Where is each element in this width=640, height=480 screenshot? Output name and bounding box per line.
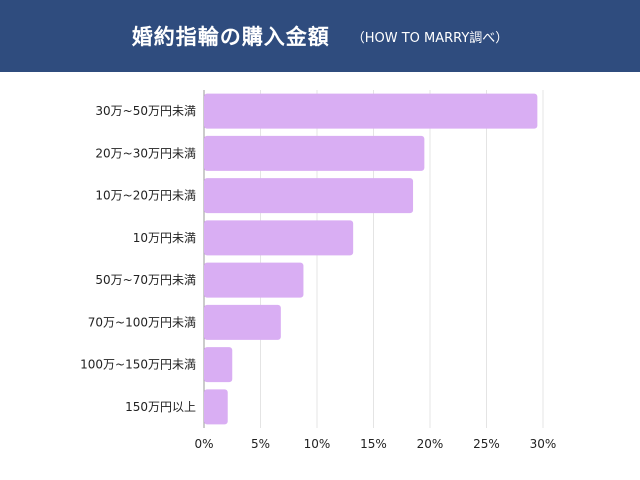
bars (204, 93, 538, 425)
category-label: 70万~100万円未満 (88, 315, 196, 329)
category-labels: 30万~50万円未満 20万~30万円未満 10万~20万円未満 10万円未満 50万~… (80, 104, 196, 414)
x-tick-label: 10% (304, 437, 331, 451)
bar (204, 178, 414, 214)
x-tick-label: 30% (530, 437, 557, 451)
category-label: 10万~20万円未満 (95, 189, 196, 203)
chart-subtitle: （HOW TO MARRY調べ） (351, 30, 509, 46)
x-tick-label: 25% (473, 437, 500, 451)
category-label: 50万~70万円未満 (95, 273, 196, 287)
bar (204, 93, 538, 129)
bar (204, 304, 281, 340)
x-tick-label: 5% (251, 437, 270, 451)
x-tick-labels: 0% 5% 10% 15% 20% 25% 30% (194, 437, 556, 451)
bar (204, 262, 304, 298)
category-label: 150万円以上 (125, 400, 196, 414)
x-tick-label: 0% (194, 437, 213, 451)
bar (204, 135, 425, 171)
category-label: 10万円未満 (133, 231, 196, 245)
x-tick-label: 15% (360, 437, 387, 451)
x-tick-label: 20% (417, 437, 444, 451)
bar (204, 389, 228, 425)
bar (204, 347, 233, 383)
category-label: 100万~150万円未満 (80, 358, 196, 372)
bar (204, 220, 354, 256)
category-label: 20万~30万円未満 (95, 146, 196, 160)
bar-chart: 30万~50万円未満 20万~30万円未満 10万~20万円未満 10万円未満 50万~… (80, 90, 556, 451)
chart-header: 婚約指輪の購入金額 （HOW TO MARRY調べ） (0, 0, 640, 72)
chart-title: 婚約指輪の購入金額 (131, 25, 330, 49)
category-label: 30万~50万円未満 (95, 104, 196, 118)
